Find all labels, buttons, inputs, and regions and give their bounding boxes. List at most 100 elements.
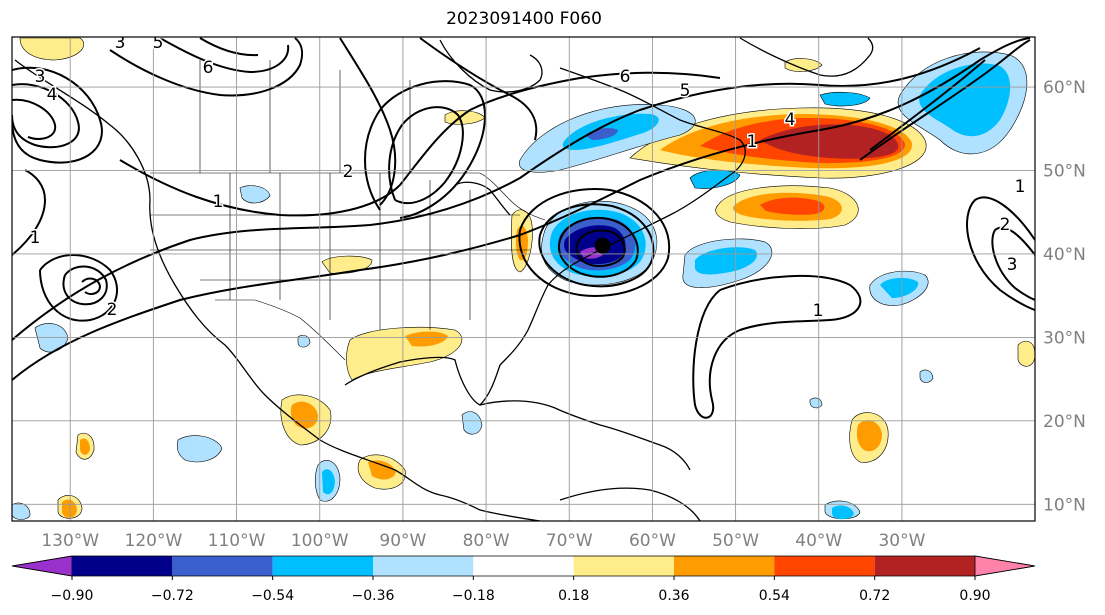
contour-label: 1: [747, 132, 758, 152]
positive-band-core-3: [760, 124, 899, 159]
contour-west-ridge-2: [62, 265, 108, 306]
contour-far-east-1: [966, 196, 1035, 311]
lat-tick-label: 50°N: [1043, 162, 1086, 182]
contour-main-3: [119, 71, 721, 217]
contour-ne-atlantic-2: [869, 59, 986, 151]
colorbar-tick-label: −0.36: [352, 588, 395, 604]
contour-pacific-low-3: [12, 98, 57, 140]
contour-label: 3: [115, 33, 126, 53]
colorbar-bin: [272, 556, 373, 576]
contour-storm-1: [518, 188, 671, 297]
contour-label: 5: [153, 33, 164, 53]
contour-label: 2: [1000, 215, 1011, 235]
border-us-mexico: [215, 299, 346, 361]
lon-tick-label: 40°W: [795, 531, 842, 551]
contour-label: 4: [785, 110, 796, 130]
contour-label: 6: [203, 58, 214, 78]
contour-ridge-north-2: [419, 37, 538, 141]
contour-label: 6: [620, 67, 631, 87]
coastline-caribbean: [599, 424, 691, 471]
contour-storm-4: [575, 229, 626, 267]
coastline-cuba: [479, 400, 601, 426]
negative-patch-ne-atlantic-core: [919, 63, 1011, 137]
negative-patch-panama-core: [322, 469, 335, 495]
contour-storm-3: [557, 217, 639, 278]
coastline-south-america: [559, 487, 701, 521]
contour-main-5: [388, 106, 464, 205]
contour-trough-1: [109, 37, 304, 97]
colorbar-tick-label: 0.18: [558, 588, 589, 604]
lon-tick-label: 110°W: [208, 531, 266, 551]
colorbar-tick-label: 0.36: [658, 588, 689, 604]
colorbar-tick-label: −0.90: [51, 588, 94, 604]
contour-ridge-north-1: [339, 37, 397, 206]
shaded-field: [12, 37, 1035, 520]
longitude-labels: 130°W 120°W 110°W 100°W 90°W 80°W 70°W 60°W 50°W…: [41, 531, 925, 551]
negative-patch-hudson: [819, 91, 871, 107]
map-title: 2023091400 F060: [446, 9, 602, 29]
contour-pacific-low-1: [12, 66, 103, 164]
colorbar-tick-label: −0.54: [251, 588, 294, 604]
contour-west-ridge-3: [81, 277, 102, 295]
contour-main-4: [364, 80, 486, 219]
contour-label: 1: [1015, 177, 1026, 197]
contour-label: 3: [1007, 255, 1018, 275]
negative-patch-gulf-west: [297, 334, 311, 348]
contour-label: 2: [343, 162, 354, 182]
positive-patch-east-pacific-core: [368, 460, 396, 480]
contour-label: 4: [47, 85, 58, 105]
border-states-1: [229, 173, 471, 330]
contour-label: 1: [30, 228, 41, 248]
contour-ne-atlantic-1: [859, 39, 1031, 161]
coastline-great-lakes: [454, 181, 511, 216]
colorbar-bin: [72, 556, 173, 576]
negative-patch-east-pacific: [176, 435, 223, 463]
colorbar: [11, 555, 1036, 580]
colorbar-tick-label: 0.54: [759, 588, 790, 604]
colorbar-bin: [473, 556, 574, 576]
positive-patch-south-pacific-core: [80, 438, 90, 455]
negative-patch-small-2: [809, 397, 823, 409]
colorbar-tick-label: 0.72: [859, 588, 890, 604]
lat-tick-label: 60°N: [1043, 78, 1086, 98]
negative-patch-rockies: [239, 185, 271, 204]
positive-patch-mexico-core: [290, 401, 318, 429]
positive-patch-central-atlantic-core2: [760, 197, 825, 215]
colorbar-extend-high: [974, 555, 1036, 577]
lat-tick-label: 40°N: [1043, 245, 1086, 265]
coastline-hudson-bay: [439, 39, 543, 93]
negative-patch-east-core: [880, 277, 919, 298]
negative-patch-sa-coast-core: [832, 505, 854, 520]
border-provinces: [199, 60, 411, 173]
colorbar-bin: [573, 556, 674, 576]
lon-tick-label: 60°W: [629, 531, 676, 551]
coastline-greenland: [739, 37, 874, 77]
colorbar-tick-label: −0.72: [151, 588, 194, 604]
contour-pacific-low-2: [12, 83, 80, 149]
colorbar-bin: [774, 556, 875, 576]
latitude-labels: 10°N 20°N 30°N 40°N 50°N 60°N: [1043, 78, 1086, 515]
lon-tick-label: 90°W: [379, 531, 426, 551]
positive-patch-gulf-core: [405, 331, 448, 347]
lon-tick-label: 30°W: [878, 531, 925, 551]
gridlines: [12, 37, 1035, 521]
storm-center-marker: [594, 237, 611, 254]
colorbar-extend-low: [11, 555, 73, 577]
colorbar-bin: [674, 556, 775, 576]
positive-patch-nw: [19, 37, 85, 61]
colorbar-bin: [874, 556, 975, 576]
contour-main-2: [12, 47, 981, 341]
colorbar-tick-label: 0.90: [959, 588, 990, 604]
height-contours: [12, 37, 1035, 419]
contour-trough-3: [199, 37, 259, 57]
contour-label: 2: [107, 300, 118, 320]
lat-tick-label: 10°N: [1043, 495, 1086, 515]
contour-trough-2: [159, 37, 290, 74]
lon-tick-label: 120°W: [125, 531, 183, 551]
contour-label: 3: [35, 67, 46, 87]
negative-patch-newfoundland: [689, 169, 741, 189]
contour-label: 1: [813, 301, 824, 321]
